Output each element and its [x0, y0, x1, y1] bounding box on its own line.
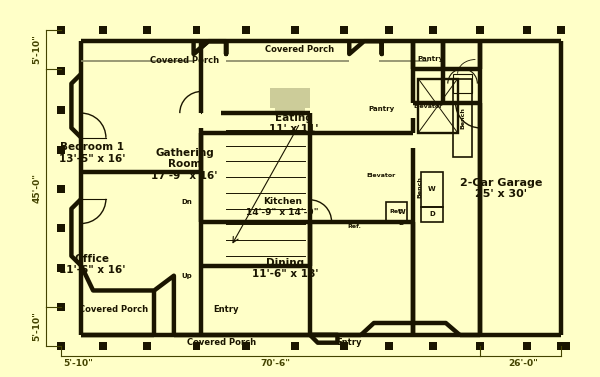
- Bar: [340, 342, 348, 349]
- Text: 26'-0": 26'-0": [509, 359, 539, 368]
- Bar: [421, 207, 443, 222]
- Text: Eating
11' x 11': Eating 11' x 11': [269, 113, 319, 134]
- Bar: [385, 342, 392, 349]
- Bar: [291, 26, 299, 34]
- Text: 5'-10": 5'-10": [32, 311, 41, 341]
- Text: Bench: Bench: [460, 107, 465, 129]
- Text: Covered Porch: Covered Porch: [187, 338, 256, 347]
- Bar: [271, 89, 310, 108]
- Text: Gathering
Room
17'-9" x 16': Gathering Room 17'-9" x 16': [151, 148, 218, 181]
- Text: Pantry: Pantry: [417, 56, 443, 62]
- Text: Covered Porch: Covered Porch: [265, 44, 335, 54]
- Text: Elevator: Elevator: [367, 173, 395, 178]
- Text: W: W: [398, 208, 406, 215]
- Bar: [421, 172, 443, 207]
- Bar: [99, 342, 107, 349]
- Text: 5'-10": 5'-10": [32, 34, 41, 64]
- Bar: [429, 342, 437, 349]
- Text: 5'-10": 5'-10": [64, 359, 93, 368]
- Text: 45'-0": 45'-0": [32, 173, 41, 203]
- Bar: [56, 303, 65, 311]
- Bar: [385, 26, 392, 34]
- Text: Dining
11'-6" x 18': Dining 11'-6" x 18': [252, 257, 319, 279]
- Bar: [56, 26, 65, 34]
- Bar: [56, 342, 65, 349]
- Bar: [453, 74, 472, 93]
- Text: Covered Porch: Covered Porch: [79, 305, 148, 314]
- Text: Bedroom 1
13'-5" x 16': Bedroom 1 13'-5" x 16': [59, 143, 125, 164]
- Bar: [476, 26, 484, 34]
- Text: Ref.: Ref.: [347, 224, 361, 229]
- Bar: [99, 26, 107, 34]
- Bar: [56, 342, 65, 349]
- Text: 70'-6": 70'-6": [260, 359, 290, 368]
- Bar: [557, 342, 565, 349]
- Bar: [193, 26, 200, 34]
- Text: Covered Porch: Covered Porch: [150, 56, 219, 65]
- Bar: [56, 26, 65, 34]
- Bar: [143, 26, 151, 34]
- Bar: [562, 342, 570, 349]
- Bar: [557, 26, 565, 34]
- Bar: [56, 185, 65, 193]
- Bar: [291, 342, 299, 349]
- Bar: [143, 342, 151, 349]
- Text: D: D: [429, 211, 435, 217]
- Bar: [523, 342, 530, 349]
- Text: Office
11'-6" x 16': Office 11'-6" x 16': [59, 254, 125, 276]
- Text: Ref.: Ref.: [389, 209, 403, 214]
- Text: Pantry: Pantry: [368, 106, 395, 112]
- Text: Up: Up: [181, 273, 192, 279]
- Bar: [56, 264, 65, 272]
- Bar: [56, 106, 65, 114]
- Bar: [523, 26, 530, 34]
- Bar: [453, 79, 472, 158]
- Bar: [193, 342, 200, 349]
- Bar: [275, 108, 305, 116]
- Bar: [56, 224, 65, 232]
- Text: Bench: Bench: [417, 176, 422, 198]
- Text: Entry: Entry: [214, 305, 239, 314]
- Text: Elevator: Elevator: [413, 104, 443, 109]
- Bar: [386, 202, 407, 222]
- Text: 2-Car Garage
25' x 30': 2-Car Garage 25' x 30': [460, 178, 542, 199]
- Text: Kitchen
14'-9" x 14'-9": Kitchen 14'-9" x 14'-9": [246, 198, 319, 217]
- Bar: [476, 342, 484, 349]
- Text: W: W: [428, 186, 436, 192]
- Bar: [56, 67, 65, 75]
- Text: Dn: Dn: [181, 199, 192, 205]
- Bar: [242, 342, 250, 349]
- Bar: [340, 26, 348, 34]
- Text: D: D: [399, 220, 404, 226]
- Bar: [418, 79, 458, 133]
- Bar: [429, 26, 437, 34]
- Bar: [56, 146, 65, 153]
- Bar: [242, 26, 250, 34]
- Text: Entry: Entry: [337, 338, 362, 347]
